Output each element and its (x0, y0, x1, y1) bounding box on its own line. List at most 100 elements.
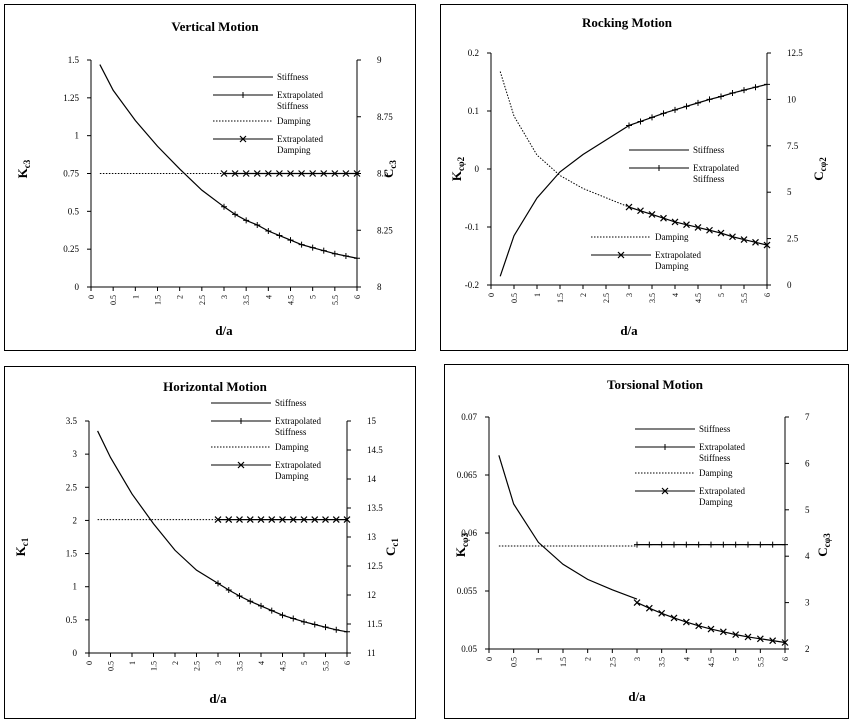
data-point-cross (633, 599, 641, 607)
data-point-plus (695, 541, 702, 548)
y-axis-label: Kcφ2 (449, 156, 466, 181)
y2-tick-label: 14 (367, 474, 377, 484)
x-tick-label: 5 (717, 293, 726, 297)
data-point-cross (275, 170, 283, 177)
y2-tick-label: 8.25 (377, 225, 393, 235)
y-tick-label: -0.2 (465, 280, 479, 290)
y2-tick-label: 5 (787, 187, 792, 197)
data-point-plus (752, 84, 759, 91)
y2-tick-label: 5 (805, 505, 810, 515)
legend-label: Extrapolated (277, 90, 323, 100)
chart-title: Vertical Motion (171, 19, 259, 34)
data-point-cross (343, 516, 351, 524)
data-point-plus (243, 217, 250, 224)
data-point-plus (320, 247, 327, 254)
data-point-plus (221, 203, 227, 210)
legend-label: Extrapolated (693, 163, 739, 173)
y-tick-label: 0 (73, 648, 78, 658)
data-point-plus (683, 541, 690, 548)
data-point-cross (220, 170, 228, 177)
y-axis-label-sub: c3 (22, 159, 32, 168)
data-point-cross (781, 639, 789, 646)
data-point-cross (683, 221, 690, 229)
data-point-plus (225, 587, 232, 594)
data-point-cross (320, 170, 328, 177)
x-tick-label: 0.5 (109, 295, 118, 305)
x-tick-label: 0 (487, 293, 496, 297)
y-tick-label: 1 (75, 131, 80, 141)
data-point-plus (232, 211, 239, 218)
data-point-plus (695, 99, 701, 106)
x-tick-label: 5.5 (331, 295, 340, 305)
y2-axis-label: Ccφ3 (815, 533, 832, 557)
data-point-cross (342, 170, 350, 177)
data-point-cross (257, 516, 265, 524)
data-point-plus (626, 122, 632, 129)
y-axis-label: Kc1 (13, 537, 30, 556)
x-tick-label: 3.5 (236, 661, 245, 671)
x-tick-label: 5.5 (322, 661, 331, 671)
x-tick-label: 4.5 (707, 657, 716, 667)
x-tick-label: 3 (214, 661, 223, 665)
legend-label: Damping (277, 145, 311, 155)
y-tick-label: 0.05 (461, 644, 477, 654)
data-point-plus (331, 250, 338, 257)
data-point-plus (258, 602, 264, 609)
data-point-plus (720, 541, 727, 548)
legend-label: Damping (699, 468, 733, 478)
data-point-cross (682, 618, 690, 626)
x-tick-label: 3.5 (658, 657, 667, 667)
chart-title: Rocking Motion (582, 15, 673, 30)
y2-tick-label: 8.5 (377, 169, 389, 179)
data-point-cross (289, 516, 297, 524)
data-point-cross (744, 633, 752, 641)
data-point-cross (287, 170, 294, 177)
y2-axis-label-sub: cφ2 (818, 157, 828, 172)
data-point-cross (732, 631, 740, 639)
data-point-plus (718, 93, 724, 100)
data-point-cross (648, 211, 656, 218)
data-point-cross (311, 516, 319, 524)
legend-label: Stiffness (277, 101, 309, 111)
y-axis-label-sub: c1 (20, 537, 30, 546)
y2-axis-label-sub: c1 (390, 538, 400, 547)
data-point-cross (719, 628, 727, 636)
legend-label: Extrapolated (699, 442, 745, 452)
y2-tick-label: 13 (367, 532, 377, 542)
data-point-cross (231, 170, 239, 177)
y-tick-label: 2.5 (66, 482, 78, 492)
data-point-cross (332, 516, 340, 524)
x-tick-label: 4 (682, 657, 691, 661)
y-tick-label: 3 (73, 449, 78, 459)
data-point-plus (637, 118, 644, 125)
legend-marker-cross (239, 135, 247, 143)
data-point-plus (311, 621, 318, 628)
data-point-plus (646, 541, 653, 548)
y-tick-label: 0.75 (63, 169, 79, 179)
y2-tick-label: 12.5 (367, 561, 383, 571)
data-point-plus (732, 541, 739, 548)
legend-label: Stiffness (693, 145, 725, 155)
data-point-plus (268, 607, 275, 614)
x-tick-label: 4 (257, 661, 266, 665)
data-point-cross (625, 203, 633, 211)
data-point-cross (225, 516, 233, 524)
y2-tick-label: 7.5 (787, 141, 799, 151)
data-point-cross (645, 604, 653, 612)
y2-tick-label: 8 (377, 282, 382, 292)
data-point-plus (236, 592, 243, 599)
x-tick-label: 5.5 (756, 657, 765, 667)
data-point-plus (354, 255, 360, 262)
x-tick-label: 2.5 (193, 661, 202, 671)
y2-axis-label-sub: c3 (388, 160, 398, 169)
x-tick-label: 1.5 (150, 661, 159, 671)
x-tick-label: 2.5 (602, 293, 611, 303)
legend-label: Damping (655, 261, 689, 271)
y2-axis-label: Cc1 (383, 538, 400, 556)
chart-panel-torsional: Torsional Motion 0 0.5 1 1.5 2 2.5 3 3.5 4 4.5 5 5.5… (444, 364, 849, 719)
x-tick-label: 3 (625, 293, 634, 297)
x-tick-label: 6 (763, 293, 772, 297)
y-axis-label-sub: cφ2 (456, 156, 466, 171)
legend-label: Stiffness (275, 427, 307, 437)
data-point-plus (301, 618, 307, 625)
